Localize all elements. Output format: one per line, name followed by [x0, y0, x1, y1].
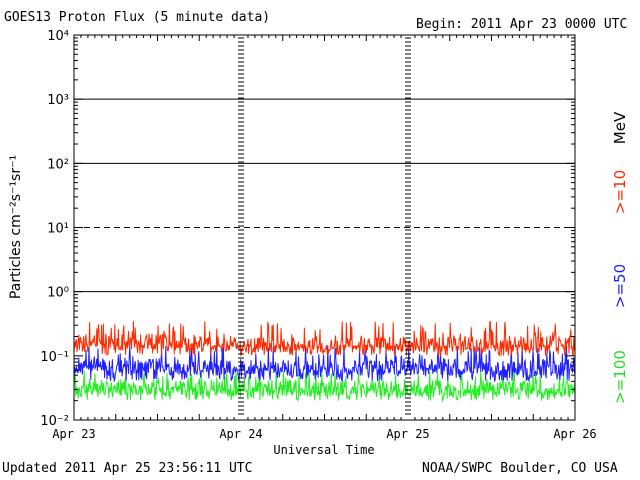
legend-units: MeV — [611, 111, 629, 144]
legend: MeV >=10 >=50 >=100 — [611, 111, 629, 404]
x-tick-label: Apr 23 — [52, 427, 95, 441]
y-tick-label: 10¹ — [47, 222, 69, 237]
begin-time: Begin: 2011 Apr 23 0000 UTC — [416, 17, 628, 32]
y-tick-label: 10³ — [47, 93, 69, 108]
legend-ge100: >=100 — [611, 350, 629, 404]
chart-title: GOES13 Proton Flux (5 minute data) — [4, 10, 271, 25]
credit: NOAA/SWPC Boulder, CO USA — [422, 461, 618, 476]
x-tick-label: Apr 24 — [219, 427, 262, 441]
series-line-1 — [73, 344, 575, 383]
threshold-lines — [74, 98, 575, 293]
y-tick-label: 10⁻² — [40, 414, 69, 429]
x-tick-label: Apr 26 — [553, 427, 596, 441]
y-axis-label: Particles cm⁻²s⁻¹sr⁻¹ — [8, 155, 24, 299]
x-tick-labels: Apr 23 Apr 24 Apr 25 Apr 26 — [52, 427, 596, 441]
legend-ge10: >=10 — [611, 170, 629, 214]
series-line-0 — [73, 320, 575, 358]
y-tick-label: 10² — [47, 157, 69, 172]
y-tick-label: 10⁴ — [47, 29, 69, 44]
updated-time: Updated 2011 Apr 25 23:56:11 UTC — [2, 461, 253, 476]
y-tick-label: 10⁰ — [47, 286, 69, 301]
legend-ge50: >=50 — [611, 264, 629, 308]
x-axis-label: Universal Time — [273, 443, 374, 457]
series-layer — [73, 320, 575, 403]
y-tick-label: 10⁻¹ — [40, 350, 69, 365]
y-ticks: 10⁻² 10⁻¹ 10⁰ 10¹ 10² 10³ 10⁴ — [40, 29, 575, 429]
series-line-2 — [73, 370, 575, 403]
x-tick-label: Apr 25 — [386, 427, 429, 441]
